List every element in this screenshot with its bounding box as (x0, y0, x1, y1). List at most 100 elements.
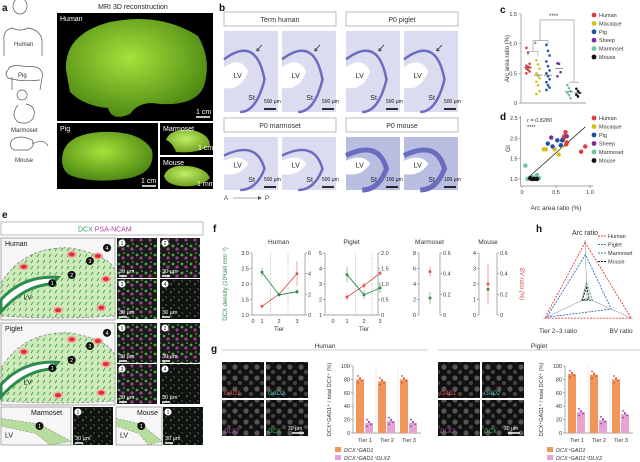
f-right-tick-label: 0.2 (500, 292, 508, 298)
c-point-pig (545, 60, 548, 63)
fish-channel-label: GAD1 (224, 391, 240, 397)
g-dot (388, 423, 390, 426)
human-brain-render (65, 19, 207, 117)
g-dot (571, 372, 573, 375)
lv-label: LV (414, 73, 422, 80)
h-series-human (544, 241, 632, 319)
d-legend-label: Macaque (599, 125, 622, 131)
lv-label: LV (356, 163, 364, 170)
region-marker (85, 256, 94, 265)
scale-bar-label: 30 µm (288, 426, 302, 432)
d-legend-label: Mouse (599, 159, 616, 165)
histology-header-box (223, 11, 337, 27)
g-xtick-label: Tier 2 (380, 438, 394, 444)
g-bar-dlx2 (387, 420, 395, 433)
e-schematics: 1 2 3 4 LV Human 1 2 3 4 LV Piglet 1 LV Marmoset 1 LV Mou… (0, 237, 203, 446)
panel-label-g: g (211, 344, 217, 355)
c-point-macaque (536, 74, 540, 78)
c-point-marmoset (567, 93, 571, 97)
marmoset-silhouette-icon (13, 89, 35, 124)
g-bar-gad1 (400, 379, 408, 433)
confocal-image: 1 30 µm (117, 238, 157, 278)
tissue-region (0, 332, 116, 404)
g-ytick-label: 40 (556, 404, 562, 410)
f-xtick-label: 3 (295, 319, 298, 325)
histology-group-3: P0 mouse LV St 100 µm LV St 100 µm (344, 117, 461, 193)
blood-vessel-core (102, 362, 109, 366)
e-header-box (0, 221, 204, 236)
blood-vessel-core (20, 264, 27, 269)
g-dot (569, 369, 571, 372)
c-point-pig (546, 49, 550, 53)
region-number: 1 (38, 424, 41, 430)
g-bar-dlx2 (409, 422, 417, 433)
mri-mouse: Mouse 1 mm (160, 157, 215, 189)
d-legend-marker (591, 132, 597, 138)
c-ytick-label: 1.5 (509, 12, 517, 18)
d-point-human (578, 149, 584, 154)
species-silhouettes (3, 0, 49, 151)
c-point-marmoset (567, 86, 571, 90)
h-series-marmoset (581, 280, 593, 301)
schematic-label: Piglet (5, 326, 23, 333)
f-bv-point (378, 271, 382, 275)
c-point-pig (545, 72, 548, 75)
g-legend-label: DCX⁺GAD1 (344, 448, 374, 454)
lateral-ventricle (282, 62, 307, 89)
histology-header-box (345, 117, 459, 133)
d-ytick-label: 1.5 (510, 157, 518, 163)
schematic-human: 1 2 3 4 LV Human (0, 237, 116, 321)
d-legend-marker (591, 141, 597, 146)
d-xtick-label: 1.0 (586, 190, 594, 196)
region-marker (48, 279, 57, 288)
human-silhouette-icon (3, 0, 43, 56)
species-human-label: Human (14, 42, 33, 48)
c-point-pig (545, 80, 548, 84)
scale-bar-label: 500 µm (322, 177, 339, 183)
mri-human: Human 1 cm (57, 13, 213, 121)
st-label: St (248, 177, 255, 184)
scale-bar-label: 30 µm (162, 354, 178, 360)
dcx-label: DCX (78, 227, 93, 234)
mri-marmoset: Marmoset 1 cm (160, 123, 213, 155)
lv-label: LV (5, 432, 13, 439)
g-bar-dlx2 (599, 420, 607, 433)
d-point-sheep (549, 135, 554, 140)
c-point-sheep (556, 75, 559, 78)
blood-vessel-core (55, 308, 61, 313)
ap-arrowhead-icon (258, 196, 262, 200)
g-ytick-label: 20 (556, 418, 562, 424)
panel-label-c: c (500, 5, 506, 16)
g-dot (390, 419, 392, 422)
f-dcx-point (362, 293, 366, 297)
mri-pig: Pig 1 cm (57, 123, 158, 189)
g-xtick-label: Tier 1 (358, 438, 372, 444)
region-number: 3 (88, 344, 91, 350)
fish-channel-label: GAD2 (268, 391, 285, 397)
c-legend-label: Macaque (599, 21, 622, 27)
h-legend-label: Marmoset (608, 251, 633, 257)
pig-silhouette-icon (5, 65, 43, 91)
lateral-ventricle (404, 157, 429, 175)
c-point-pig (546, 83, 550, 87)
st-label: St (248, 95, 255, 102)
g-panel-piglet: Piglet GAD1 GAD2 DLX2 DCX 30 µm 0 20 40 60 80 100 DC… (438, 343, 640, 462)
scale-bar-label: 30 µm (119, 354, 135, 360)
d-legend-label: Sheep (599, 142, 615, 148)
f-right-tick-label: 0 (308, 313, 311, 319)
f-right-ylabel: BV ratio (%) (518, 268, 524, 300)
f-left-tick-label: 2.0 (241, 282, 249, 288)
region-marker (137, 422, 146, 430)
ventricle-wall (344, 147, 390, 193)
d-sig-annotation: **** (527, 125, 536, 131)
g-dot (357, 381, 359, 384)
f-left-tick-label: 0 (473, 313, 476, 319)
lateral-ventricle (224, 157, 249, 175)
scale-bar-label: 500 µm (264, 177, 281, 183)
f-left-tick-label: 4 (319, 267, 322, 273)
image-number-badge (164, 408, 172, 416)
lateral-ventricle (404, 62, 429, 89)
g-dot (580, 410, 582, 413)
